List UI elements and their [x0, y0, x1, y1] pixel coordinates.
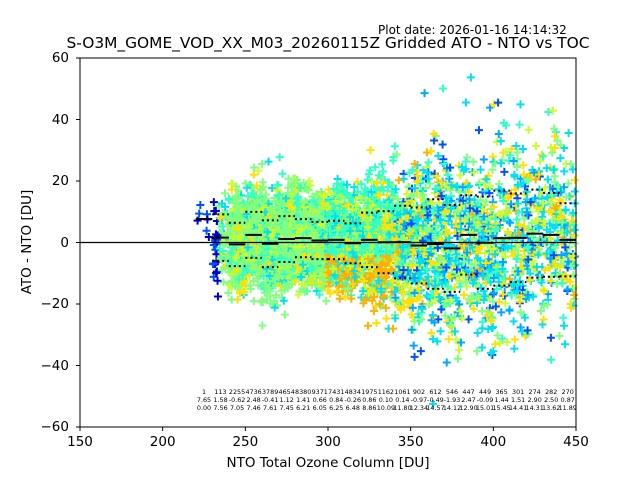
scatter-point: [242, 266, 251, 275]
scatter-point: [235, 275, 244, 284]
scatter-point: [233, 268, 242, 277]
scatter-point: [399, 174, 408, 183]
scatter-point: [212, 250, 221, 259]
scatter-point: [242, 183, 251, 192]
scatter-point: [250, 199, 259, 208]
scatter-point: [229, 232, 238, 241]
scatter-point: [436, 327, 445, 336]
scatter-point: [390, 142, 399, 151]
scatter-point: [394, 176, 403, 185]
scatter-point: [382, 314, 391, 323]
scatter-point: [213, 292, 222, 301]
scatter-point: [416, 347, 425, 356]
scatter-point: [195, 209, 204, 218]
scatter-point: [234, 193, 243, 202]
scatter-point: [213, 276, 222, 285]
scatter-point: [252, 181, 261, 190]
scatter-point: [422, 148, 431, 157]
scatter-point: [427, 329, 436, 338]
scatter-point: [428, 311, 437, 320]
scatter-point: [202, 226, 211, 235]
scatter-point: [227, 295, 236, 304]
scatter-point: [254, 258, 263, 267]
scatter-point: [254, 166, 263, 175]
scatter-point: [240, 287, 249, 296]
scatter-point: [280, 310, 289, 319]
scatter-point: [409, 341, 418, 350]
scatter-point: [241, 179, 250, 188]
scatter-point: [250, 163, 259, 172]
scatter-point: [242, 201, 251, 210]
scatter-point: [291, 174, 300, 183]
scatter-point: [439, 84, 448, 93]
scatter-point: [275, 153, 284, 162]
scatter-point: [204, 232, 213, 241]
scatter-point: [231, 215, 240, 224]
scatter-point: [249, 297, 258, 306]
scatter-point: [250, 232, 259, 241]
scatter-point: [226, 214, 235, 223]
scatter-point: [258, 321, 267, 330]
scatter-point: [217, 266, 226, 275]
scatter-point: [227, 185, 236, 194]
scatter-point: [231, 253, 240, 262]
scatter-point: [232, 266, 241, 275]
scatter-point: [322, 296, 331, 305]
scatter-point: [420, 89, 429, 98]
scatter-point: [245, 255, 254, 264]
scatter-point: [249, 170, 258, 179]
scatter-point: [249, 189, 258, 198]
scatter-point: [250, 187, 259, 196]
scatter-point: [196, 201, 205, 210]
scatter-point: [227, 277, 236, 286]
scatter-point: [372, 319, 381, 328]
scatter-point: [366, 146, 375, 155]
scatter-point: [209, 198, 218, 207]
scatter-point: [216, 214, 225, 223]
scatter-point: [211, 206, 220, 215]
scatter-point: [424, 158, 433, 167]
scatter-point: [234, 247, 243, 256]
scatter-points: [193, 73, 579, 408]
scatter-point: [231, 281, 240, 290]
scatter-point: [224, 288, 233, 297]
scatter-point: [246, 284, 255, 293]
scatter-point: [249, 277, 258, 286]
scatter-point: [364, 321, 373, 330]
scatter-point: [244, 192, 253, 201]
scatter-point: [212, 268, 221, 277]
scatter-point: [225, 195, 234, 204]
scatter-point: [246, 225, 255, 234]
scatter-point: [251, 250, 260, 259]
scatter-point: [248, 260, 257, 269]
scatter-point: [234, 225, 243, 234]
scatter-point: [389, 324, 398, 333]
scatter-point: [438, 140, 447, 149]
scatter-point: [243, 243, 252, 252]
scatter-point: [211, 245, 220, 254]
scatter-point: [278, 169, 287, 178]
scatter-point: [427, 147, 436, 156]
scatter-point: [410, 352, 419, 361]
scatter-point: [251, 212, 260, 221]
scatter-point: [227, 270, 236, 279]
scatter-point: [268, 184, 277, 193]
scatter-point: [410, 317, 419, 326]
scatter-point: [221, 202, 230, 211]
scatter-point: [219, 278, 228, 287]
scatter-point: [193, 216, 202, 225]
scatter-point: [378, 160, 387, 169]
scatter-point: [220, 189, 229, 198]
scatter-point: [235, 289, 244, 298]
